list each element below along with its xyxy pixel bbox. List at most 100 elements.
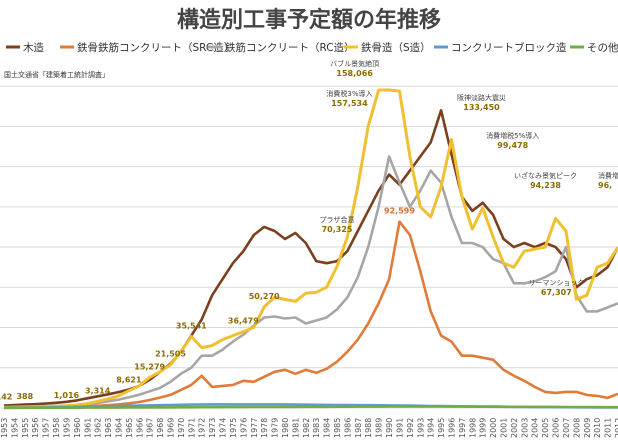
x-tick-label: 1968 (156, 418, 165, 438)
x-tick-label: 1954 (10, 418, 19, 438)
legend-label: 鉄筋コンクリート（RC造） (225, 41, 355, 54)
data-label: 388 (16, 392, 33, 401)
x-tick-label: 2004 (531, 418, 540, 438)
x-tick-label: 1975 (229, 418, 238, 438)
data-labels: 142 388 1,016 3,314 8,621 15,279 21,505 35,541 3… (0, 59, 618, 402)
data-label: 21,505 (155, 350, 186, 359)
x-tick-label: 1994 (427, 418, 436, 438)
x-tick-label: 1964 (114, 418, 123, 438)
x-axis: 1953 1954 1955 1956 1957 1958 1959 1960 1961 1962… (0, 418, 618, 438)
x-tick-label: 1956 (31, 418, 40, 438)
x-tick-label: 1984 (323, 418, 332, 438)
legend: 木造 鉄骨鉄筋コンクリート（SRC造）鉄筋コンクリート（RC造） 鉄骨造（S造） コン… (6, 41, 618, 54)
x-tick-label: 1979 (271, 418, 280, 438)
legend-label: 鉄骨鉄筋コンクリート（SRC造） (77, 41, 234, 54)
annotation-value: 67,307 (541, 288, 572, 297)
data-label: 50,270 (249, 292, 280, 301)
x-tick-label: 2006 (552, 418, 561, 438)
x-tick-label: 1974 (219, 418, 228, 438)
x-tick-label: 2003 (520, 418, 529, 438)
x-tick-label: 2001 (500, 418, 509, 438)
x-tick-label: 2011 (604, 418, 613, 438)
x-tick-label: 1995 (437, 418, 446, 438)
x-tick-label: 1982 (302, 418, 311, 438)
x-tick-label: 1971 (187, 418, 196, 438)
x-tick-label: 1955 (21, 418, 30, 438)
annotation-value: 99,478 (497, 141, 528, 150)
x-tick-label: 1966 (135, 418, 144, 438)
x-tick-label: 2008 (572, 418, 581, 438)
annotation-caption: リーマンショック (528, 279, 584, 287)
annotation-caption: バブル景気絶頂 (330, 59, 379, 68)
series-line (3, 155, 618, 409)
x-tick-label: 1953 (0, 418, 9, 438)
data-label: 92,599 (384, 207, 415, 216)
annotation-caption: 阪神淡路大震災 (457, 93, 506, 102)
x-tick-label: 2010 (593, 418, 602, 438)
annotation-caption: プラザ合意 (320, 215, 355, 224)
x-tick-label: 1997 (458, 418, 467, 438)
series-line (3, 88, 618, 410)
data-label: 36,479 (228, 317, 259, 326)
annotation-caption: いざなみ景気ピーク (514, 171, 577, 180)
x-tick-label: 1961 (83, 418, 92, 438)
annotation-value: 158,066 (336, 69, 373, 78)
x-tick-label: 1998 (468, 418, 477, 438)
x-tick-label: 1992 (406, 418, 415, 438)
x-tick-label: 1958 (52, 418, 61, 438)
x-tick-label: 1981 (291, 418, 300, 438)
annotation-value: 96, (598, 181, 612, 190)
data-label: 3,314 (85, 386, 111, 395)
x-tick-label: 1959 (62, 418, 71, 438)
x-tick-label: 1973 (208, 418, 217, 438)
x-tick-label: 1978 (260, 418, 269, 438)
x-tick-label: 1985 (333, 418, 342, 438)
x-tick-label: 2012 (614, 418, 618, 438)
series-line (4, 405, 618, 410)
x-tick-label: 1980 (281, 418, 290, 438)
annotation-caption: 消費税3%導入 (326, 89, 372, 98)
chart-title: 構造別工事予定額の年推移 (177, 7, 441, 33)
x-tick-label: 1957 (42, 418, 51, 438)
x-tick-label: 1993 (416, 418, 425, 438)
x-tick-label: 1987 (354, 418, 363, 438)
x-tick-label: 1991 (395, 418, 404, 438)
annotation-value: 133,450 (463, 103, 500, 112)
x-tick-label: 1969 (167, 418, 176, 438)
x-tick-label: 1960 (73, 418, 82, 438)
annotation-value: 70,325 (322, 225, 353, 234)
x-tick-label: 1977 (250, 418, 259, 438)
series-line (3, 109, 618, 407)
source-note: 国土交通省「建築着工統計調査」 (4, 70, 109, 79)
annotation-value: 157,534 (331, 99, 368, 108)
x-tick-label: 1988 (364, 418, 373, 438)
legend-label: 木造 (23, 41, 44, 54)
x-tick-label: 1965 (125, 418, 134, 438)
annotation-caption: 消費増税 (598, 171, 618, 180)
x-tick-label: 2000 (489, 418, 498, 438)
legend-label: 鉄骨造（S造） (361, 41, 431, 54)
data-label: 15,279 (134, 362, 165, 371)
x-tick-label: 2007 (562, 418, 571, 438)
data-label: 142 (0, 393, 12, 402)
x-tick-label: 1990 (385, 418, 394, 438)
data-label: 8,621 (116, 376, 142, 385)
x-tick-label: 2002 (510, 418, 519, 438)
x-tick-label: 1972 (198, 418, 207, 438)
x-tick-label: 1996 (447, 418, 456, 438)
x-tick-label: 1967 (146, 418, 155, 438)
x-tick-label: 1962 (94, 418, 103, 438)
legend-label: コンクリートブロック造 (451, 41, 567, 54)
data-label: 35,541 (176, 321, 207, 330)
x-tick-label: 1976 (239, 418, 248, 438)
x-tick-label: 1963 (104, 418, 113, 438)
x-tick-label: 1983 (312, 418, 321, 438)
annotation-caption: 消費増税5%導入 (486, 131, 539, 140)
x-tick-label: 1999 (479, 418, 488, 438)
legend-label: その他 (587, 41, 618, 54)
series-lines (3, 88, 618, 410)
x-tick-label: 2009 (583, 418, 592, 438)
x-tick-label: 1970 (177, 418, 186, 438)
data-label: 1,016 (54, 391, 80, 400)
